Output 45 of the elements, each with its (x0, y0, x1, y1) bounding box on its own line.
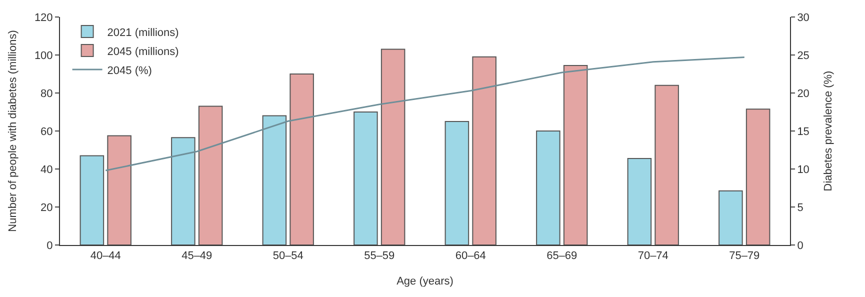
bar (198, 106, 223, 245)
y2-tick-label: 10 (797, 164, 810, 176)
y-axis-title: Number of people with diabetes (millions) (7, 30, 20, 232)
legend-label: 2021 (millions) (107, 26, 179, 39)
y2-tick-label: 5 (797, 202, 804, 214)
y-tick-label: 100 (34, 50, 53, 62)
x-tick-label: 70–74 (638, 250, 668, 262)
y2-tick-label: 30 (797, 12, 810, 24)
bar (718, 190, 743, 245)
x-tick-label: 60–64 (455, 250, 486, 262)
bar (444, 121, 470, 245)
y-tick-label: 120 (34, 12, 53, 24)
bar (563, 64, 588, 245)
x-tick-label: 65–69 (546, 250, 578, 262)
bar (107, 135, 132, 245)
y2-tick-label: 25 (797, 50, 810, 62)
bar (171, 137, 196, 245)
bar (536, 130, 560, 245)
y-tick-label: 60 (40, 126, 53, 138)
y-tick-label: 20 (40, 202, 53, 214)
bar (290, 74, 314, 245)
bar (627, 158, 652, 245)
y2-tick-label: 20 (797, 88, 810, 100)
y-tick-label: 80 (40, 88, 53, 100)
bar (380, 48, 406, 245)
bar (746, 108, 770, 245)
bar (80, 155, 104, 245)
line-series (104, 56, 746, 172)
x-axis-title: Age (years) (396, 275, 454, 288)
x-tick-label: 55–59 (364, 250, 395, 262)
bar (262, 115, 287, 245)
bar (654, 84, 679, 245)
x-tick-label: 40–44 (90, 250, 121, 262)
x-tick-label: 75–79 (729, 250, 760, 262)
y-tick-label: 0 (46, 240, 53, 252)
x-tick-label: 50–54 (272, 250, 304, 262)
legend-label: 2045 (millions) (107, 46, 179, 58)
x-tick-label: 45–49 (182, 250, 212, 262)
y2-tick-label: 0 (797, 240, 804, 252)
legend-label: 2045 (%) (107, 64, 152, 77)
y-tick-label: 40 (40, 164, 53, 176)
bar (472, 56, 496, 245)
bar (354, 112, 378, 245)
y2-tick-label: 15 (797, 126, 810, 138)
y2-axis-title: Diabetes prevalence (%) (822, 70, 835, 192)
